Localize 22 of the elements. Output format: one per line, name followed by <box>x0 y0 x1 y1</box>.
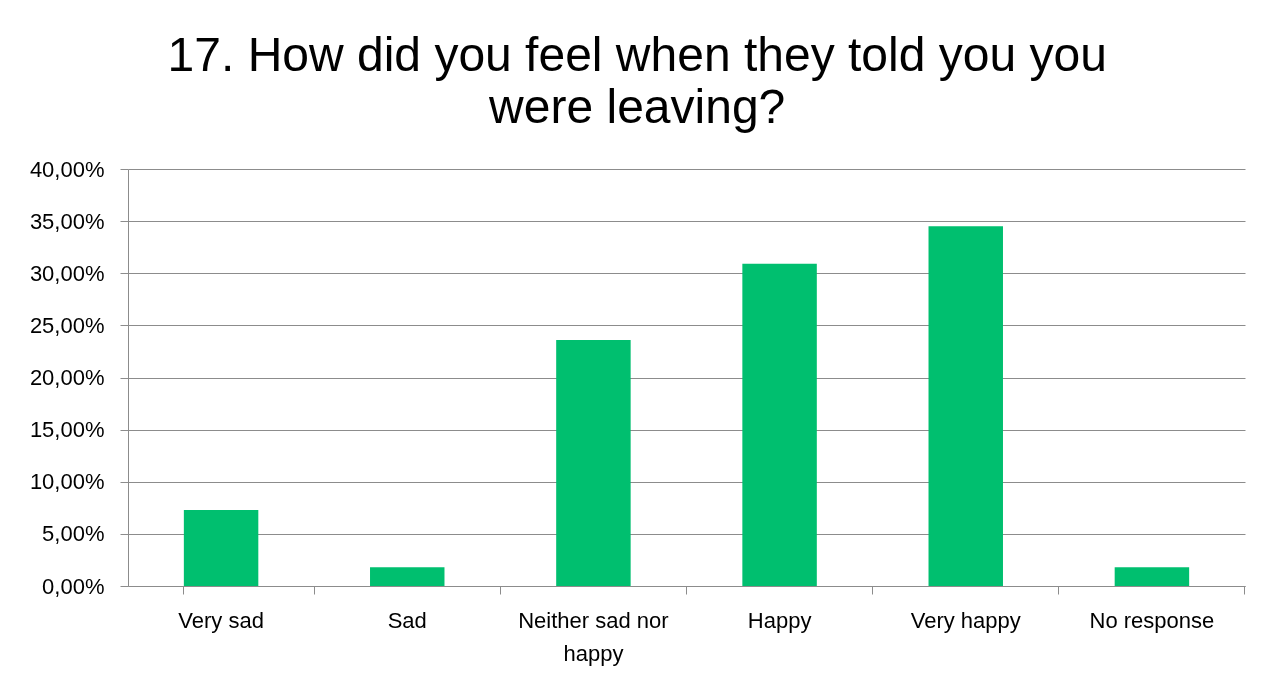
y-tick-label: 25,00% <box>29 312 105 338</box>
x-tick-label: No response <box>1089 607 1215 633</box>
bar <box>183 509 259 586</box>
x-tick-label: Very sad <box>178 607 264 633</box>
x-tick-label: Sad <box>387 607 427 633</box>
y-tick-label: 40,00% <box>29 156 105 182</box>
y-tick-label: 20,00% <box>29 365 105 390</box>
x-tick-label: Happy <box>747 607 812 633</box>
bar <box>742 263 817 586</box>
y-tick-label: 10,00% <box>29 469 105 495</box>
y-tick-label: 15,00% <box>29 417 105 443</box>
x-tick-label: Very happy <box>910 607 1021 633</box>
bar <box>370 567 445 586</box>
bar <box>1114 567 1190 586</box>
y-tick-label: 35,00% <box>29 208 105 234</box>
chart-title: 17. How did you feel when they told you you were leaving? <box>167 28 1107 133</box>
y-tick-label: 5,00% <box>42 521 105 547</box>
y-tick-label: 30,00% <box>29 260 105 286</box>
bar <box>556 339 631 586</box>
bar <box>928 226 1003 586</box>
y-tick-label: 0,00% <box>42 573 105 599</box>
x-tick-label: Neither sad nor happy <box>518 607 669 666</box>
